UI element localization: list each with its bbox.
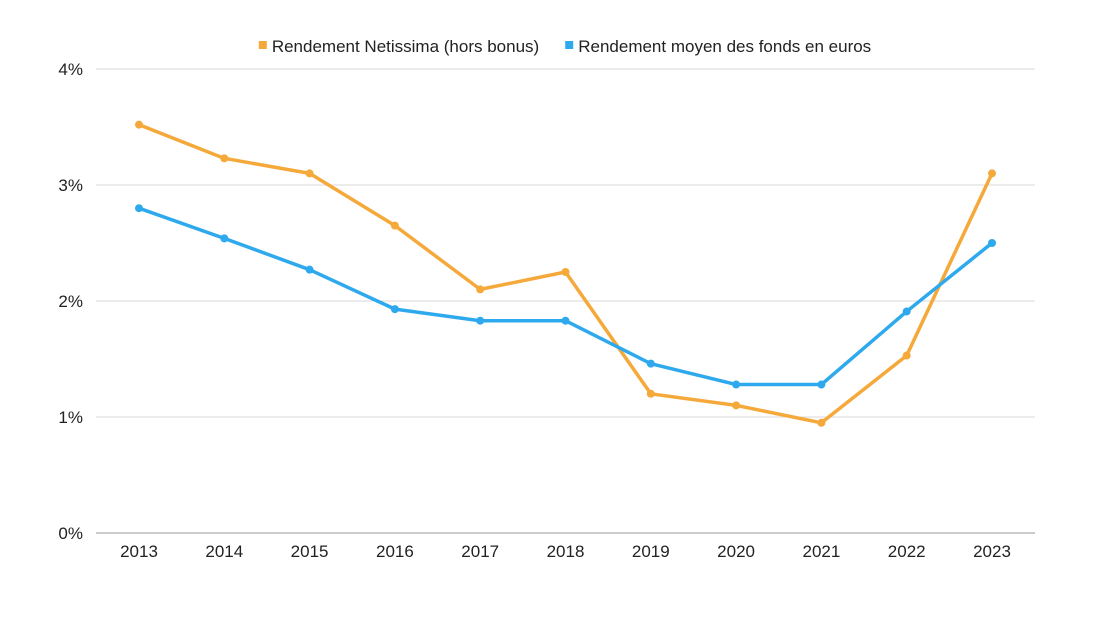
series-group [135, 120, 996, 427]
data-point [476, 285, 485, 294]
x-tick-label: 2015 [291, 542, 329, 561]
data-point [220, 234, 229, 243]
data-point [220, 154, 229, 163]
x-tick-label: 2019 [632, 542, 670, 561]
legend-label: Rendement Netissima (hors bonus) [272, 37, 539, 56]
x-axis: 2013 2014 2015 2016 2017 2018 2019 2020 2021 2022… [120, 542, 1011, 561]
data-point [561, 316, 570, 325]
data-point [646, 359, 655, 368]
y-tick-label: 2% [58, 292, 83, 311]
grid-lines [96, 68, 1035, 534]
y-axis: 0% 1% 2% 3% 4% [58, 60, 83, 543]
legend-label: Rendement moyen des fonds en euros [578, 37, 871, 56]
data-point [902, 307, 911, 316]
data-point [817, 418, 826, 427]
data-point [817, 380, 826, 389]
data-point [390, 305, 399, 314]
data-point [646, 389, 655, 398]
x-tick-label: 2022 [888, 542, 926, 561]
legend-marker [258, 41, 267, 49]
data-point [732, 380, 741, 389]
x-tick-label: 2023 [973, 542, 1011, 561]
x-tick-label: 2016 [376, 542, 414, 561]
data-point [305, 169, 314, 178]
y-tick-label: 3% [58, 176, 83, 195]
data-point [988, 239, 996, 247]
data-point [390, 221, 399, 230]
data-point [561, 268, 570, 276]
x-tick-label: 2017 [461, 542, 499, 561]
legend-item: Rendement Netissima (hors bonus) [258, 37, 539, 56]
data-point [988, 169, 996, 178]
legend-item: Rendement moyen des fonds en euros [565, 37, 871, 56]
data-point [305, 265, 314, 274]
x-tick-label: 2018 [547, 542, 585, 561]
series-line-2 [137, 206, 994, 387]
y-tick-label: 1% [58, 408, 83, 427]
data-point [135, 204, 143, 213]
data-point [732, 401, 741, 410]
legend: Rendement Netissima (hors bonus) Rendemen… [258, 37, 871, 56]
y-tick-label: 0% [58, 524, 83, 543]
y-tick-label: 4% [58, 60, 83, 79]
x-tick-label: 2014 [205, 542, 243, 561]
data-point [135, 120, 143, 129]
data-point [902, 351, 911, 360]
legend-marker [565, 41, 574, 49]
x-tick-label: 2013 [120, 542, 158, 561]
x-tick-label: 2021 [802, 542, 840, 561]
data-point [476, 316, 485, 325]
x-tick-label: 2020 [717, 542, 755, 561]
